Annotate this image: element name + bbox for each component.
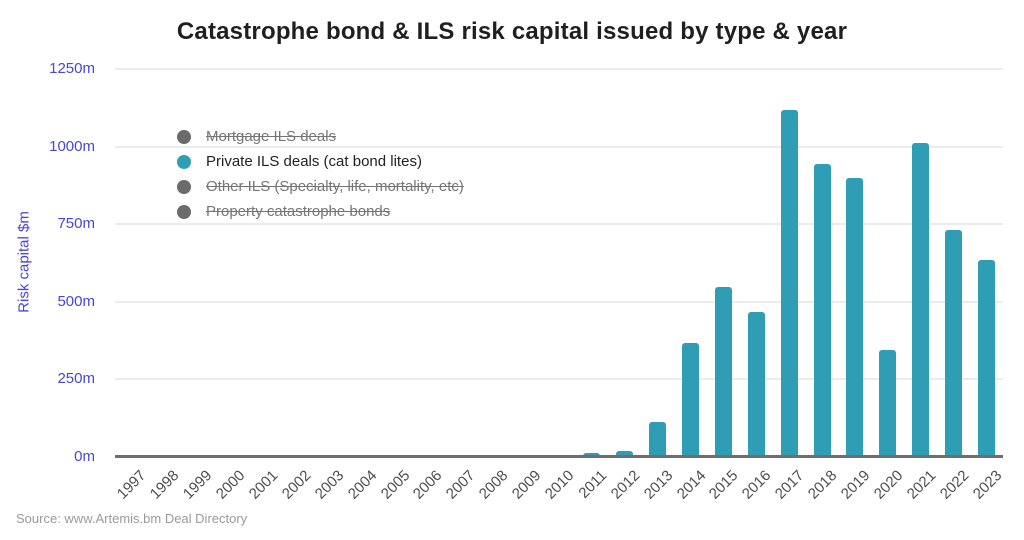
x-axis-tick-label: 2004 xyxy=(344,467,381,503)
bar-2022[interactable] xyxy=(945,230,962,457)
legend-item-label: Property catastrophe bonds xyxy=(206,203,391,220)
legend-dot-icon xyxy=(177,154,191,169)
bar-2019[interactable] xyxy=(846,178,863,457)
legend-item-label: Private ILS deals (cat bond lites) xyxy=(206,153,422,170)
y-axis-tick-label: 0m xyxy=(74,448,95,465)
x-axis-tick-label: 2015 xyxy=(705,467,742,503)
x-axis-tick-label: 2006 xyxy=(409,467,446,503)
x-axis-tick-label: 2013 xyxy=(640,467,677,503)
gridline xyxy=(115,146,1003,148)
legend-item-label: Mortgage ILS deals xyxy=(206,128,337,145)
gridline xyxy=(115,223,1003,225)
legend: Mortgage ILS deals Private ILS deals (cat… xyxy=(177,124,464,224)
x-axis-tick-label: 2022 xyxy=(936,467,973,503)
bar-2013[interactable] xyxy=(649,422,666,457)
x-axis-tick-label: 2000 xyxy=(212,467,249,503)
bar-2021[interactable] xyxy=(912,143,929,457)
bar-2012[interactable] xyxy=(616,451,633,457)
legend-dot-icon xyxy=(177,129,191,144)
x-axis-tick-label: 2001 xyxy=(245,467,282,503)
x-axis-tick-label: 2009 xyxy=(508,467,545,503)
legend-item-1[interactable]: Mortgage ILS deals xyxy=(177,124,464,149)
gridline xyxy=(115,378,1003,380)
x-axis-tick-label: 2003 xyxy=(311,467,348,503)
x-axis-tick-label: 2007 xyxy=(442,467,479,503)
x-axis-tick-label: 2019 xyxy=(837,467,874,503)
bar-2014[interactable] xyxy=(682,343,699,457)
x-axis-tick-label: 2017 xyxy=(771,467,808,503)
legend-item-2[interactable]: Private ILS deals (cat bond lites) xyxy=(177,149,464,174)
y-axis-tick-label: 1250m xyxy=(49,60,95,77)
bar-2016[interactable] xyxy=(748,312,765,457)
x-axis-tick-label: 2011 xyxy=(575,467,611,502)
legend-dot-icon xyxy=(177,179,191,194)
legend-item-label: Other ILS (Specialty, life, mortality, e… xyxy=(206,178,464,195)
bar-2015[interactable] xyxy=(715,287,732,457)
x-axis-tick-label: 2008 xyxy=(475,467,512,503)
bar-2017[interactable] xyxy=(781,110,798,457)
y-axis-tick-label: 750m xyxy=(57,215,95,232)
legend-item-4[interactable]: Property catastrophe bonds xyxy=(177,199,464,224)
bar-2018[interactable] xyxy=(814,164,831,457)
x-axis-tick-label: 2021 xyxy=(903,467,940,503)
x-axis-tick-label: 2002 xyxy=(278,467,315,503)
x-axis-line xyxy=(115,455,1003,458)
x-axis-tick-label: 2023 xyxy=(969,467,1006,503)
source-note: Source: www.Artemis.bm Deal Directory xyxy=(16,511,248,526)
x-axis-tick-label: 2005 xyxy=(377,467,414,503)
x-axis-tick-label: 2012 xyxy=(607,467,644,503)
legend-dot-icon xyxy=(177,204,191,219)
x-axis-tick-label: 2020 xyxy=(870,467,907,503)
y-axis-tick-label: 500m xyxy=(57,293,95,310)
x-axis-tick-label: 2014 xyxy=(673,467,710,503)
x-axis-tick-label: 2016 xyxy=(738,467,775,503)
gridline xyxy=(115,301,1003,303)
x-axis-tick-label: 2010 xyxy=(541,467,578,503)
bar-2023[interactable] xyxy=(978,260,995,457)
x-axis-tick-label: 1999 xyxy=(179,467,216,503)
x-axis-tick-label: 1997 xyxy=(113,467,150,503)
x-axis-tick-label: 2018 xyxy=(804,467,841,503)
legend-item-3[interactable]: Other ILS (Specialty, life, mortality, e… xyxy=(177,174,464,199)
chart-title: Catastrophe bond & ILS risk capital issu… xyxy=(176,18,848,45)
gridline xyxy=(115,68,1003,70)
y-axis-tick-label: 250m xyxy=(57,370,95,387)
x-axis-tick-label: 1998 xyxy=(146,467,183,503)
bar-2020[interactable] xyxy=(879,350,896,457)
y-axis-tick-label: 1000m xyxy=(49,138,95,155)
